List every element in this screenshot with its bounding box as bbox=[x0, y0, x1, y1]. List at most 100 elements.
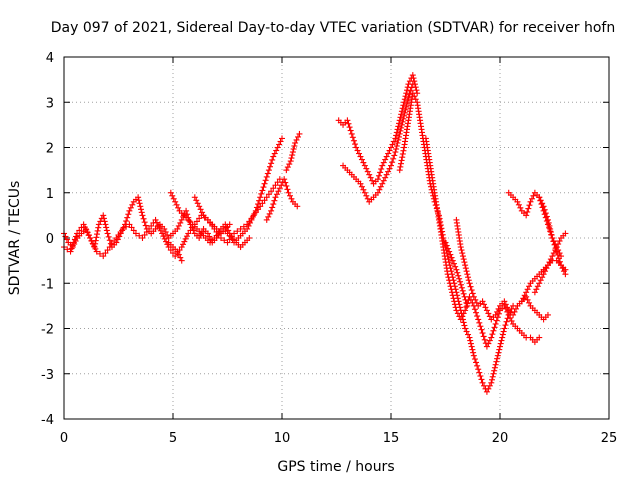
data-point-fill bbox=[92, 245, 99, 252]
data-point-fill bbox=[486, 313, 493, 320]
data-point-fill bbox=[493, 358, 500, 365]
data-point-fill bbox=[160, 233, 167, 240]
data-point-fill bbox=[369, 177, 376, 184]
data-point bbox=[270, 153, 277, 160]
data-point bbox=[183, 207, 190, 214]
y-tick-label: 0 bbox=[46, 232, 54, 247]
data-point-fill bbox=[526, 299, 533, 306]
data-point-fill bbox=[125, 211, 132, 218]
data-point-fill bbox=[463, 328, 470, 335]
data-point-fill bbox=[543, 218, 550, 225]
data-point-fill bbox=[273, 191, 280, 198]
data-point bbox=[237, 225, 244, 232]
data-point-fill bbox=[482, 304, 489, 311]
data-point-fill bbox=[473, 299, 480, 306]
data-point-fill bbox=[462, 296, 469, 303]
data-point bbox=[483, 307, 490, 314]
x-tick-labels: 0 5 10 15 20 25 bbox=[60, 431, 617, 446]
data-point-fill bbox=[391, 152, 398, 159]
data-point-fill bbox=[556, 238, 563, 245]
data-point-fill bbox=[446, 248, 453, 255]
data-point-fill bbox=[468, 287, 475, 294]
data-point-fill bbox=[183, 233, 190, 240]
data-point-fill bbox=[72, 233, 79, 240]
data-point-fill bbox=[454, 269, 461, 276]
data-point-fill bbox=[459, 253, 466, 260]
data-point-fill bbox=[537, 197, 544, 204]
data-point bbox=[409, 72, 416, 79]
data-point bbox=[457, 316, 464, 323]
data-point-fill bbox=[460, 319, 467, 326]
data-point bbox=[113, 235, 120, 241]
data-point-fill bbox=[94, 227, 101, 234]
data-point bbox=[296, 130, 303, 137]
data-point-fill bbox=[490, 327, 497, 334]
data-point bbox=[527, 198, 534, 205]
data-point-fill bbox=[100, 215, 107, 222]
data-point-fill bbox=[94, 231, 101, 238]
data-point-fill bbox=[170, 195, 177, 202]
data-point bbox=[383, 171, 390, 178]
data-point bbox=[483, 388, 490, 395]
data-point-fill bbox=[364, 195, 371, 202]
data-point-fill bbox=[199, 209, 206, 216]
data-point-fill bbox=[502, 301, 509, 308]
data-point bbox=[272, 194, 279, 201]
data-point-fill bbox=[115, 231, 122, 238]
data-point-fill bbox=[478, 326, 485, 333]
data-point-fill bbox=[410, 75, 417, 82]
data-point-fill bbox=[399, 150, 406, 157]
data-point bbox=[462, 325, 469, 332]
data-point-fill bbox=[289, 149, 296, 156]
data-point-fill bbox=[240, 223, 247, 230]
data-point bbox=[178, 257, 185, 264]
data-point-fill bbox=[457, 281, 464, 288]
data-point-fill bbox=[474, 362, 481, 369]
data-point-fill bbox=[447, 283, 454, 290]
data-point-fill bbox=[385, 150, 392, 157]
data-point-fill bbox=[463, 299, 470, 306]
data-point bbox=[366, 171, 373, 178]
data-point bbox=[453, 266, 460, 273]
data-point-fill bbox=[524, 208, 531, 215]
data-point-fill bbox=[534, 283, 541, 290]
data-point bbox=[191, 194, 198, 201]
data-point bbox=[379, 180, 386, 187]
data-point bbox=[523, 212, 530, 219]
data-point-fill bbox=[181, 238, 188, 245]
data-point-fill bbox=[268, 188, 275, 195]
data-point bbox=[558, 253, 565, 260]
data-point bbox=[470, 293, 477, 300]
data-point bbox=[178, 244, 185, 251]
data-point-fill bbox=[411, 93, 418, 100]
data-point-fill bbox=[117, 228, 124, 235]
data-point-fill bbox=[459, 250, 466, 257]
x-tick-label: 15 bbox=[383, 431, 400, 446]
data-point-fill bbox=[550, 238, 557, 245]
data-point bbox=[453, 307, 460, 314]
data-point bbox=[462, 262, 469, 269]
data-point bbox=[152, 216, 159, 223]
grid-lines bbox=[64, 57, 609, 419]
data-point-fill bbox=[102, 221, 109, 228]
data-point-fill bbox=[274, 179, 281, 186]
data-point-fill bbox=[156, 225, 163, 232]
data-point-fill bbox=[500, 328, 507, 335]
data-point-fill bbox=[248, 215, 255, 222]
data-point bbox=[263, 194, 270, 201]
data-point-fill bbox=[464, 271, 471, 278]
data-point bbox=[353, 144, 360, 151]
data-point bbox=[442, 239, 449, 246]
data-point-fill bbox=[397, 127, 404, 134]
data-point-fill bbox=[177, 254, 184, 261]
data-point-fill bbox=[91, 243, 98, 250]
data-point-fill bbox=[471, 306, 478, 313]
data-point-fill bbox=[403, 100, 410, 107]
data-point-fill bbox=[476, 319, 483, 326]
data-point bbox=[396, 130, 403, 137]
data-point-fill bbox=[411, 78, 418, 85]
data-point-fill bbox=[390, 155, 397, 162]
x-axis-label: GPS time / hours bbox=[277, 459, 394, 475]
